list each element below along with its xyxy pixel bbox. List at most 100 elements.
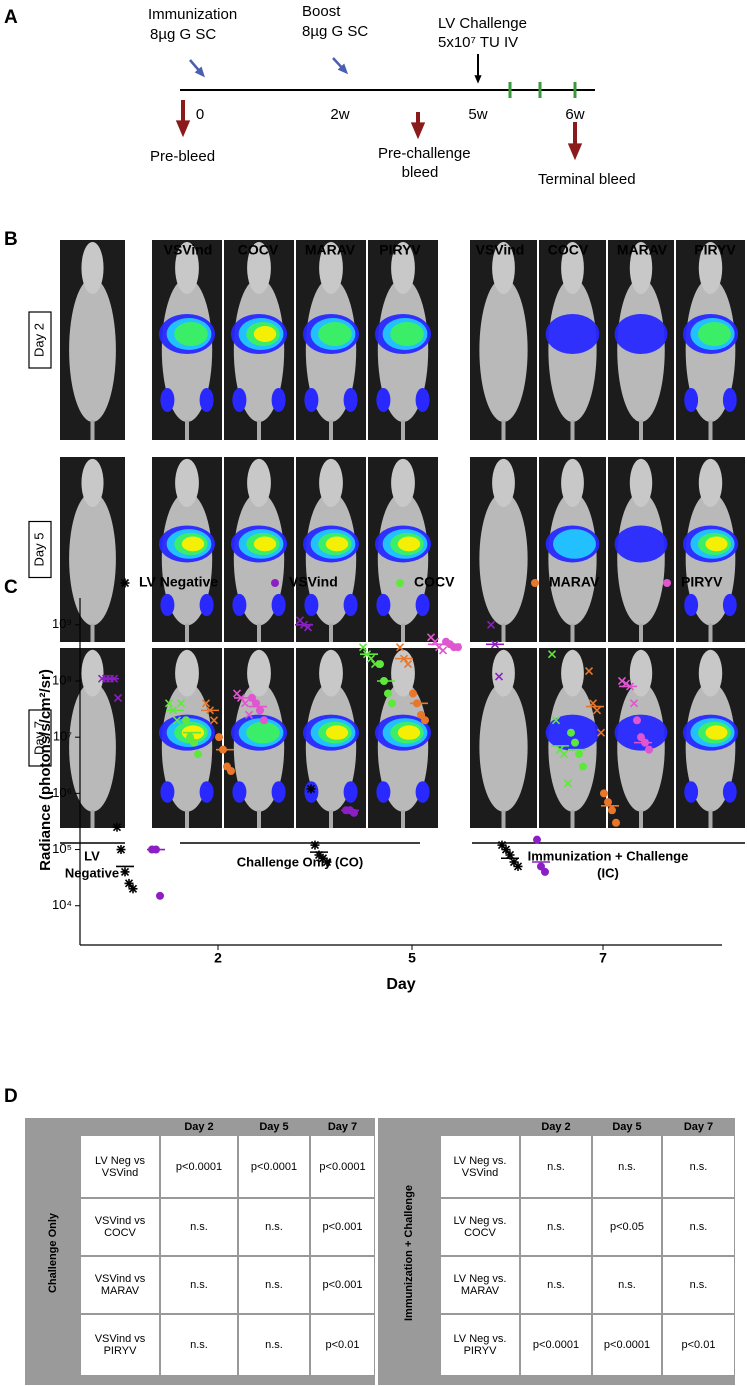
x-tick-label: 7	[599, 950, 607, 966]
signal	[304, 593, 319, 617]
row-label: VSVind vs MARAV	[80, 1256, 160, 1314]
point	[120, 578, 130, 588]
signal	[318, 322, 352, 346]
mouse-head	[247, 458, 271, 507]
table-cell: p<0.05	[592, 1198, 662, 1256]
mouse-head	[629, 649, 653, 697]
arrow-head	[194, 66, 205, 78]
column-header: Day 7	[327, 1120, 358, 1133]
point	[584, 667, 594, 676]
point	[617, 676, 627, 686]
point-stroke	[629, 699, 639, 708]
mouse-head	[561, 649, 584, 697]
row-label: VSVind vs COCV	[80, 1198, 160, 1256]
point	[559, 750, 569, 759]
signal	[397, 536, 421, 552]
table-cell: p<0.001	[310, 1198, 375, 1256]
timeline-label: Boost	[302, 3, 341, 20]
point-stroke	[358, 643, 368, 652]
arrow-head	[567, 143, 583, 161]
mouse-head	[319, 649, 343, 697]
point	[128, 884, 138, 894]
timepoint-label: 0	[196, 106, 204, 123]
group-label: (IC)	[597, 865, 619, 880]
timeline-label: Pre-bleed	[150, 148, 215, 165]
mouse-head	[319, 242, 343, 294]
point-stroke	[164, 699, 174, 708]
point	[116, 845, 126, 855]
signal	[614, 714, 668, 751]
point	[501, 845, 511, 855]
signal	[271, 781, 286, 803]
mouse-body	[479, 492, 528, 626]
signal	[705, 536, 728, 552]
signal	[325, 725, 349, 740]
y-tick-label: 10⁸	[52, 672, 72, 687]
signal	[160, 593, 175, 617]
signal	[722, 781, 737, 803]
table-cell: n.s.	[520, 1256, 592, 1314]
point	[310, 840, 320, 850]
panel-letter: B	[4, 229, 18, 250]
signal	[325, 536, 349, 552]
row-label: LV Neg vs. MARAV	[440, 1256, 520, 1314]
mouse-head	[247, 242, 271, 294]
point	[533, 835, 541, 844]
point-stroke	[617, 676, 627, 686]
signal	[343, 781, 358, 803]
point-stroke	[403, 660, 413, 669]
row-label: VSVind vs PIRYV	[80, 1314, 160, 1376]
table-cell: n.s.	[662, 1256, 735, 1314]
point	[176, 699, 186, 708]
signal	[271, 593, 286, 617]
point	[182, 716, 190, 725]
mouse-head	[247, 649, 271, 697]
point	[124, 878, 134, 888]
table-cell: n.s.	[238, 1256, 310, 1314]
point	[201, 699, 211, 708]
signal	[614, 314, 668, 354]
point	[172, 716, 182, 725]
signal	[415, 388, 430, 412]
signal	[376, 388, 391, 412]
timepoint-label: 6w	[565, 106, 584, 123]
table-cell: p<0.0001	[592, 1314, 662, 1376]
table-cell: p<0.0001	[520, 1314, 592, 1376]
legend-label: VSVind	[289, 574, 338, 590]
mouse-head	[698, 458, 723, 507]
point	[486, 620, 496, 629]
timeline-label: LV Challenge	[438, 15, 527, 32]
legend-label: COCV	[414, 574, 455, 590]
timeline-label: 5x10⁷ TU IV	[438, 34, 518, 51]
signal	[390, 322, 424, 346]
point-stroke	[240, 699, 250, 708]
row-label-box	[28, 709, 52, 767]
signal	[232, 781, 247, 803]
signal	[199, 593, 214, 617]
signal	[614, 525, 668, 563]
timeline-label: 8µg G SC	[302, 23, 368, 40]
table-cell: n.s.	[160, 1314, 238, 1376]
point	[596, 728, 606, 737]
timeline-label: Pre-challenge	[378, 145, 471, 162]
mouse-head	[698, 649, 723, 697]
table-cell: n.s.	[520, 1198, 592, 1256]
point-stroke	[486, 620, 496, 629]
point	[551, 716, 561, 725]
table-cell: p<0.0001	[238, 1135, 310, 1198]
point-stroke	[244, 710, 254, 719]
column-header: Day 2	[541, 1120, 571, 1133]
table-cell: p<0.0001	[160, 1135, 238, 1198]
arrow-head	[474, 75, 482, 84]
column-header: COCV	[238, 242, 279, 258]
signal	[160, 781, 175, 803]
table-cell: n.s.	[160, 1256, 238, 1314]
timeline-label: Immunization	[148, 6, 237, 23]
point-stroke	[426, 633, 436, 642]
y-tick-label: 10⁵	[52, 841, 72, 856]
mouse-head	[175, 458, 199, 507]
table-cell: n.s.	[592, 1256, 662, 1314]
point	[366, 654, 376, 663]
mouse-head	[81, 242, 104, 294]
mouse-body	[69, 682, 116, 812]
